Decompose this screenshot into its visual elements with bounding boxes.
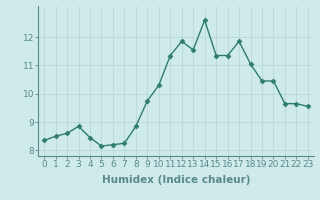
X-axis label: Humidex (Indice chaleur): Humidex (Indice chaleur) (102, 175, 250, 185)
